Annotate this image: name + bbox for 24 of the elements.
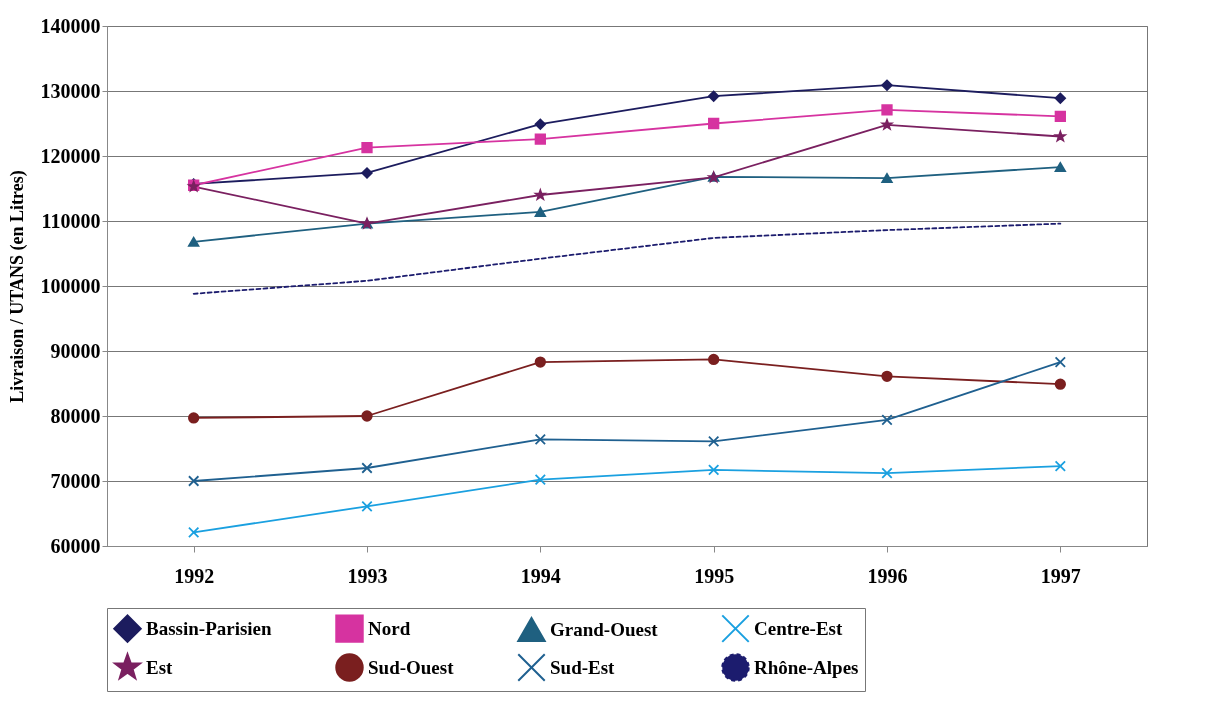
y-tick-label: 100000 bbox=[40, 274, 101, 297]
legend-label: Grand-Ouest bbox=[550, 618, 659, 640]
legend-label: Est bbox=[146, 656, 174, 678]
y-tick-label: 80000 bbox=[50, 404, 101, 427]
legend-label: Rhône-Alpes bbox=[754, 656, 859, 678]
legend-label: Sud-Est bbox=[550, 656, 616, 678]
x-tick-label: 1996 bbox=[867, 564, 908, 587]
y-tick-label: 90000 bbox=[50, 339, 101, 362]
y-axis-title: Livraison / UTANS (en Litres) bbox=[6, 170, 28, 403]
legend-label: Bassin-Parisien bbox=[146, 617, 273, 639]
y-tick-label: 60000 bbox=[50, 534, 101, 557]
y-tick-label: 140000 bbox=[40, 14, 101, 37]
y-tick-label: 70000 bbox=[50, 469, 101, 492]
x-tick-label: 1995 bbox=[694, 564, 735, 587]
legend-label: Centre-Est bbox=[754, 617, 843, 639]
y-tick-label: 120000 bbox=[40, 144, 101, 167]
legend-label: Nord bbox=[368, 617, 411, 639]
y-tick-label: 130000 bbox=[40, 79, 101, 102]
x-tick-label: 1993 bbox=[347, 564, 388, 587]
x-tick-label: 1997 bbox=[1040, 564, 1081, 587]
legend-label: Sud-Ouest bbox=[368, 656, 455, 678]
y-tick-label: 110000 bbox=[41, 209, 101, 232]
x-tick-label: 1992 bbox=[174, 564, 215, 587]
x-tick-label: 1994 bbox=[520, 564, 561, 587]
